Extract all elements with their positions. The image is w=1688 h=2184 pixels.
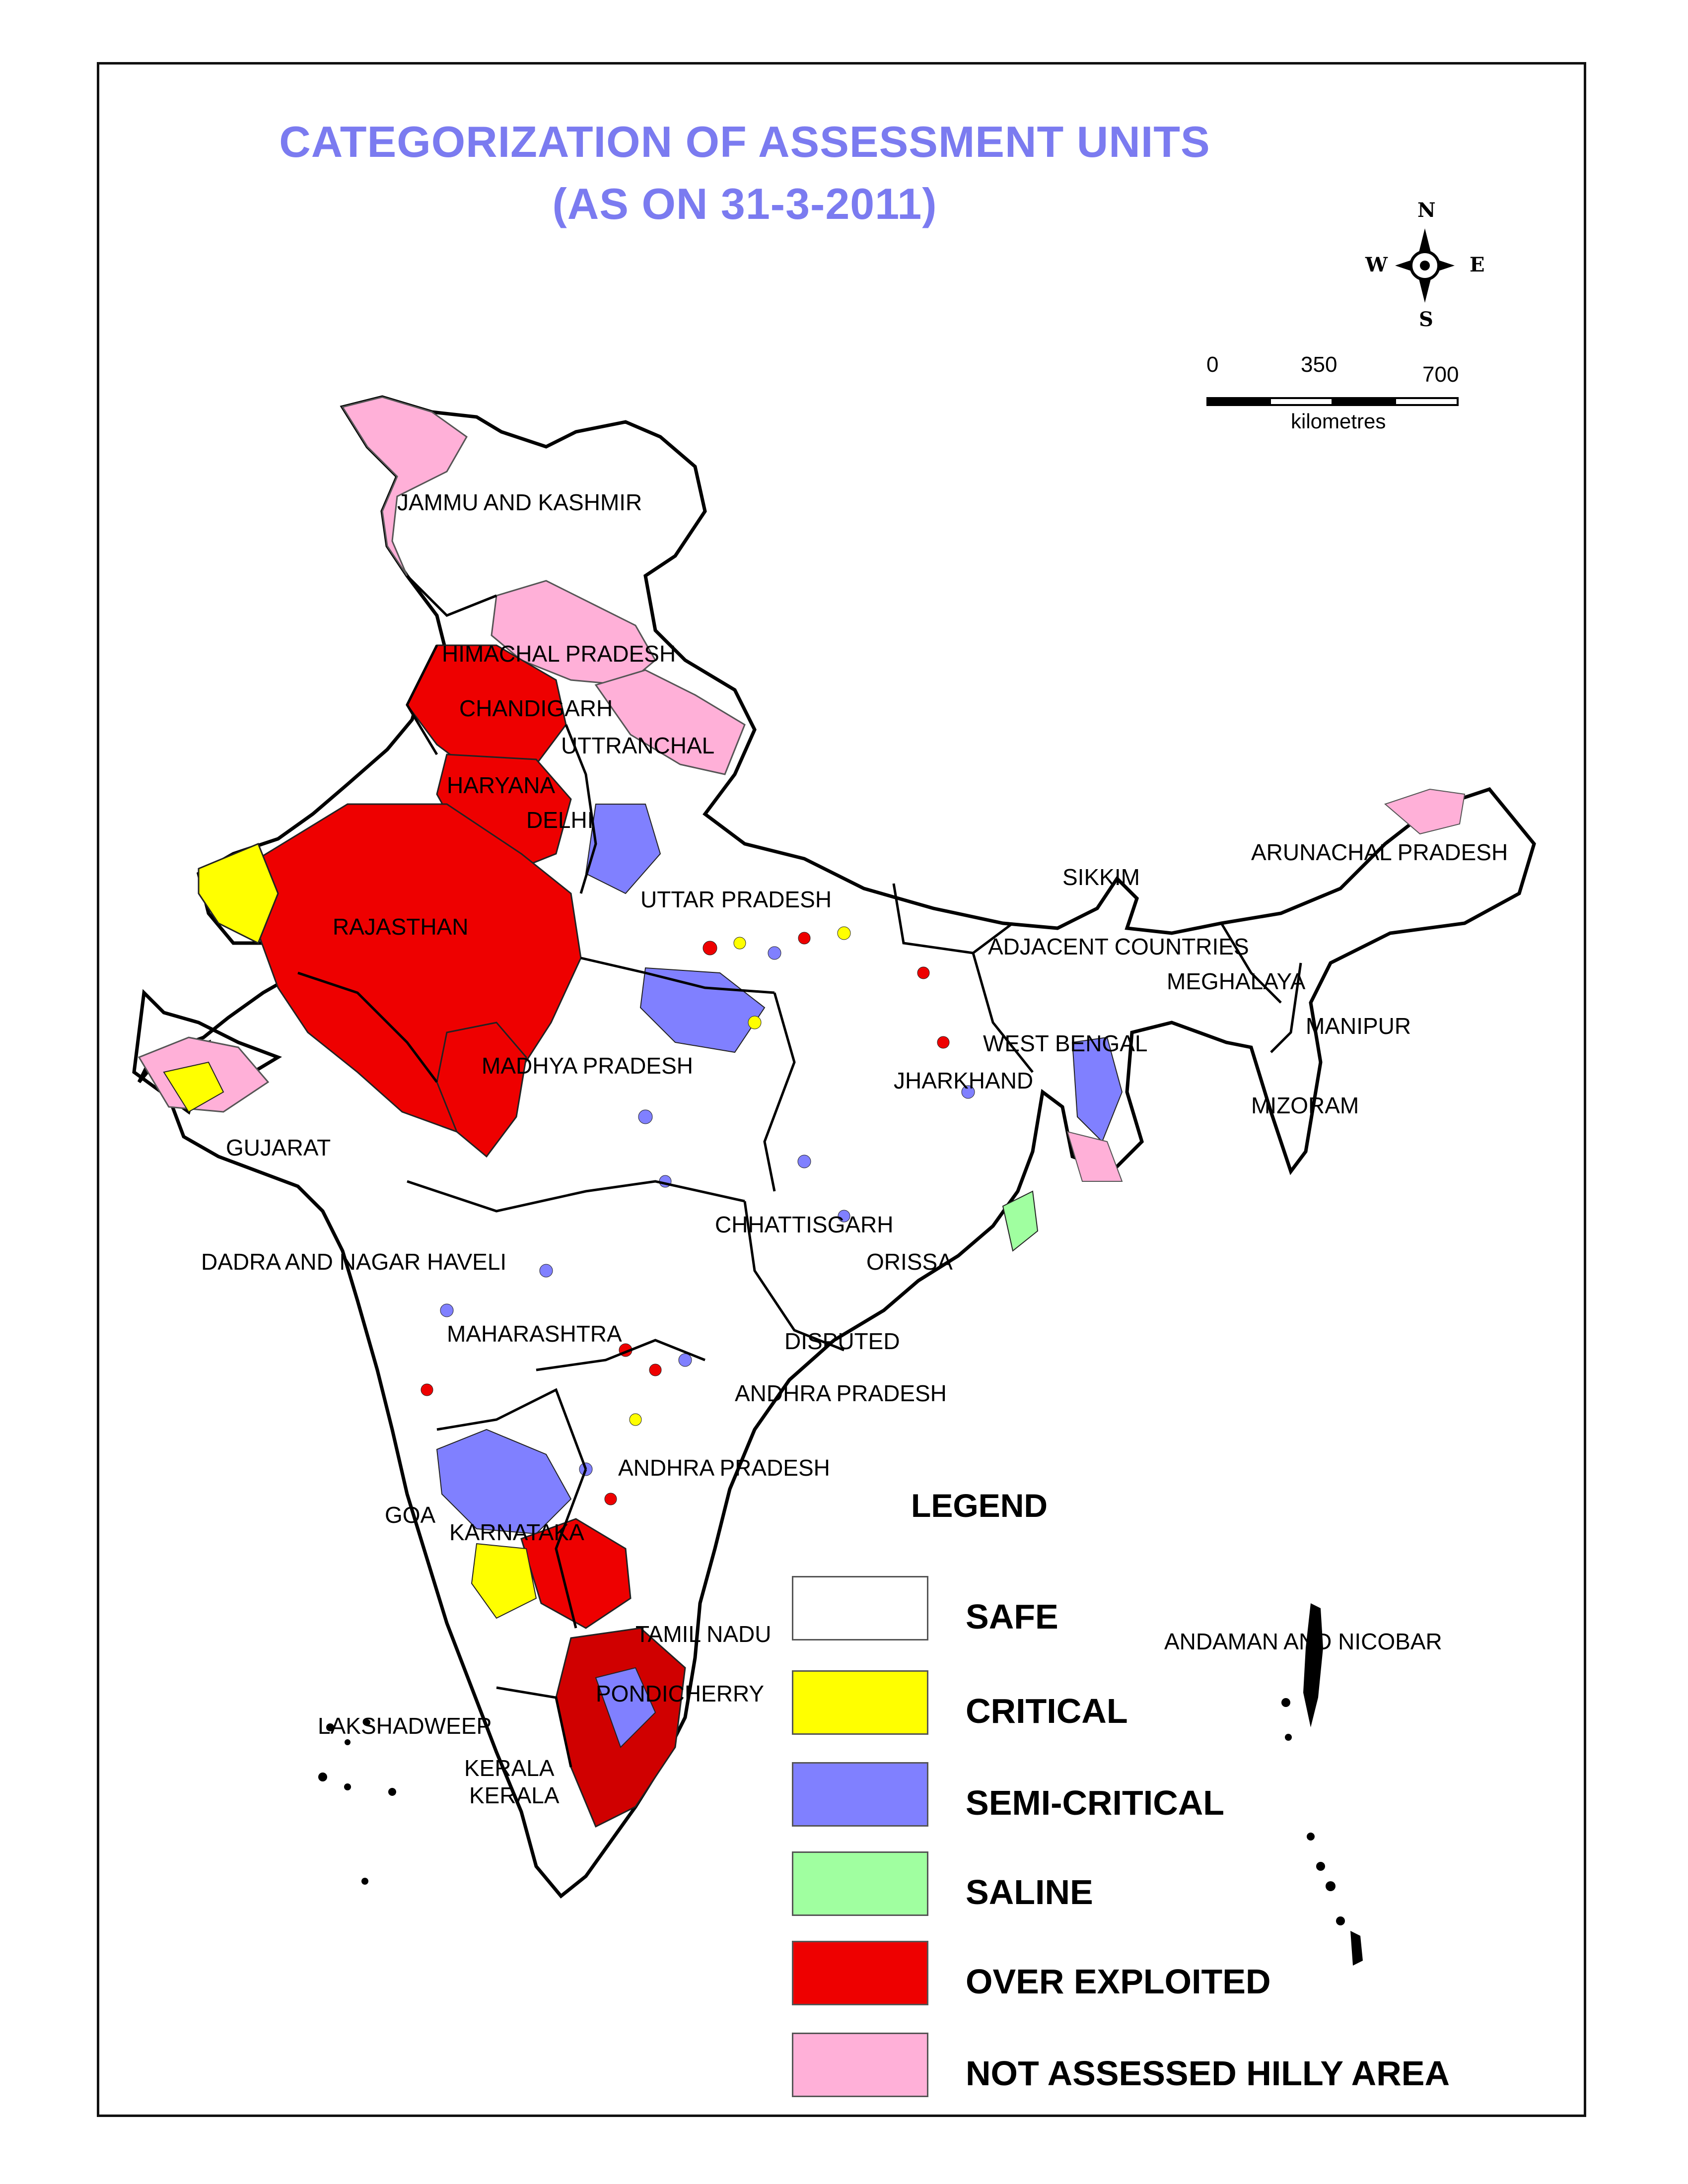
assessment-unit-dots xyxy=(421,926,975,1505)
legend-item-semi-critical: SEMI-CRITICAL xyxy=(792,1762,1537,1827)
label-meghalaya: MEGHALAYA xyxy=(1167,968,1306,994)
compass-n: N xyxy=(1417,199,1436,222)
label-uttar-pradesh: UTTAR PRADESH xyxy=(640,887,832,912)
scale-tick-350: 350 xyxy=(1301,352,1337,377)
label-lakshadweep: LAKSHADWEEP xyxy=(318,1713,492,1739)
label-andhra-pradesh-1: ANDHRA PRADESH xyxy=(735,1380,947,1406)
rajasthan-critical xyxy=(198,843,279,945)
label-pondicherry: PONDICHERRY xyxy=(596,1681,765,1706)
karnataka-critical xyxy=(471,1543,537,1619)
legend-swatch xyxy=(792,1576,928,1640)
label-jammu-kashmir: JAMMU AND KASHMIR xyxy=(397,489,642,515)
label-sikkim: SIKKIM xyxy=(1062,864,1140,890)
legend-title: LEGEND xyxy=(911,1487,1048,1524)
jammu-kashmir-hilly xyxy=(341,396,468,576)
wb-semi-critical xyxy=(1071,1036,1123,1143)
legend-label: OVER EXPLOITED xyxy=(966,1962,1271,2001)
state-boundaries xyxy=(297,575,1302,1768)
scale-tick-700: 700 xyxy=(1422,362,1459,387)
map-frame xyxy=(97,62,1586,2117)
label-andhra-pradesh-2: ANDHRA PRADESH xyxy=(618,1455,830,1481)
compass-s: S xyxy=(1419,308,1433,331)
compass-e: E xyxy=(1470,253,1485,276)
wb-hilly xyxy=(1066,1131,1123,1182)
gujarat-critical xyxy=(163,1061,224,1113)
label-chhattisgarh: CHHATTISGARH xyxy=(715,1212,894,1237)
legend-label: SALINE xyxy=(966,1873,1093,1911)
label-orissa: ORISSA xyxy=(866,1249,953,1275)
legend-swatch xyxy=(792,1941,928,2005)
legend-label: SEMI-CRITICAL xyxy=(966,1783,1225,1822)
label-karnataka: KARNATAKA xyxy=(449,1519,584,1545)
up-semi-critical xyxy=(585,804,661,894)
scale-unit: kilometres xyxy=(1291,410,1386,433)
legend-swatch xyxy=(792,1762,928,1827)
scale-tick-0: 0 xyxy=(1206,352,1219,377)
lakshadweep-islands xyxy=(318,1719,396,1885)
ap-saline xyxy=(1002,1190,1039,1252)
legend-label: CRITICAL xyxy=(966,1692,1128,1730)
mp-over-exploited xyxy=(436,1022,527,1158)
scale-segment-2 xyxy=(1269,397,1334,406)
label-himachal-pradesh: HIMACHAL PRADESH xyxy=(442,641,676,667)
scale-segment-3 xyxy=(1332,397,1396,406)
label-tamil-nadu: TAMIL NADU xyxy=(635,1621,772,1647)
label-dadra-nagar-haveli: DADRA AND NAGAR HAVELI xyxy=(201,1249,507,1275)
label-manipur: MANIPUR xyxy=(1306,1013,1411,1039)
legend-swatch xyxy=(792,1670,928,1735)
legend-item-saline: SALINE xyxy=(792,1851,1537,1916)
label-adjacent-countries: ADJACENT COUNTRIES xyxy=(988,934,1249,959)
label-gujarat: GUJARAT xyxy=(226,1135,331,1160)
label-andaman-nicobar: ANDAMAN AND NICOBAR xyxy=(1164,1629,1442,1654)
tamilnadu-semi-critical xyxy=(595,1667,656,1748)
label-rajasthan: RAJASTHAN xyxy=(333,914,469,940)
scale-segment-4 xyxy=(1394,397,1459,406)
map-subtitle: (AS ON 31-3-2011) xyxy=(552,179,937,228)
label-haryana: HARYANA xyxy=(447,772,556,798)
scale-bar: 0 350 700 kilometres xyxy=(1206,352,1465,433)
map-title: CATEGORIZATION OF ASSESSMENT UNITS xyxy=(279,117,1210,166)
label-kerala-2: KERALA xyxy=(469,1782,560,1808)
compass-w: W xyxy=(1365,253,1388,276)
karnataka-over-exploited xyxy=(520,1518,632,1629)
uttranchal-hilly xyxy=(594,669,746,775)
arunachal-hilly xyxy=(1384,788,1466,835)
label-madhya-pradesh: MADHYA PRADESH xyxy=(482,1053,694,1079)
legend-swatch xyxy=(792,2033,928,2097)
label-west-bengal: WEST BENGAL xyxy=(983,1030,1148,1056)
scale-segment-1 xyxy=(1206,397,1271,406)
legend-item-critical: CRITICAL xyxy=(792,1670,1537,1735)
label-arunachal-pradesh: ARUNACHAL PRADESH xyxy=(1251,839,1508,865)
label-mizoram: MIZORAM xyxy=(1251,1092,1359,1118)
legend-swatch xyxy=(792,1851,928,1916)
label-maharashtra: MAHARASHTRA xyxy=(447,1321,622,1347)
legend-item-safe: SAFE xyxy=(792,1576,1537,1640)
label-goa: GOA xyxy=(385,1502,436,1528)
label-jharkhand: JHARKHAND xyxy=(894,1068,1034,1093)
label-uttranchal: UTTRANCHAL xyxy=(561,733,715,758)
label-chandigarh: CHANDIGARH xyxy=(459,695,613,721)
label-disputed: DISPUTED xyxy=(784,1328,900,1354)
label-kerala-1: KERALA xyxy=(464,1755,555,1781)
andaman-nicobar-islands xyxy=(1281,1603,1363,1966)
legend-item-not-assessed: NOT ASSESSED HILLY AREA xyxy=(792,2033,1537,2097)
legend-label: NOT ASSESSED HILLY AREA xyxy=(966,2054,1450,2093)
legend-item-over-exploited: OVER EXPLOITED xyxy=(792,1941,1537,2005)
karnataka-semi-critical xyxy=(436,1429,572,1535)
north-arrow-icon: N S W E xyxy=(1360,199,1489,333)
label-delhi: DELHI xyxy=(526,807,594,833)
legend-label: SAFE xyxy=(966,1597,1058,1636)
